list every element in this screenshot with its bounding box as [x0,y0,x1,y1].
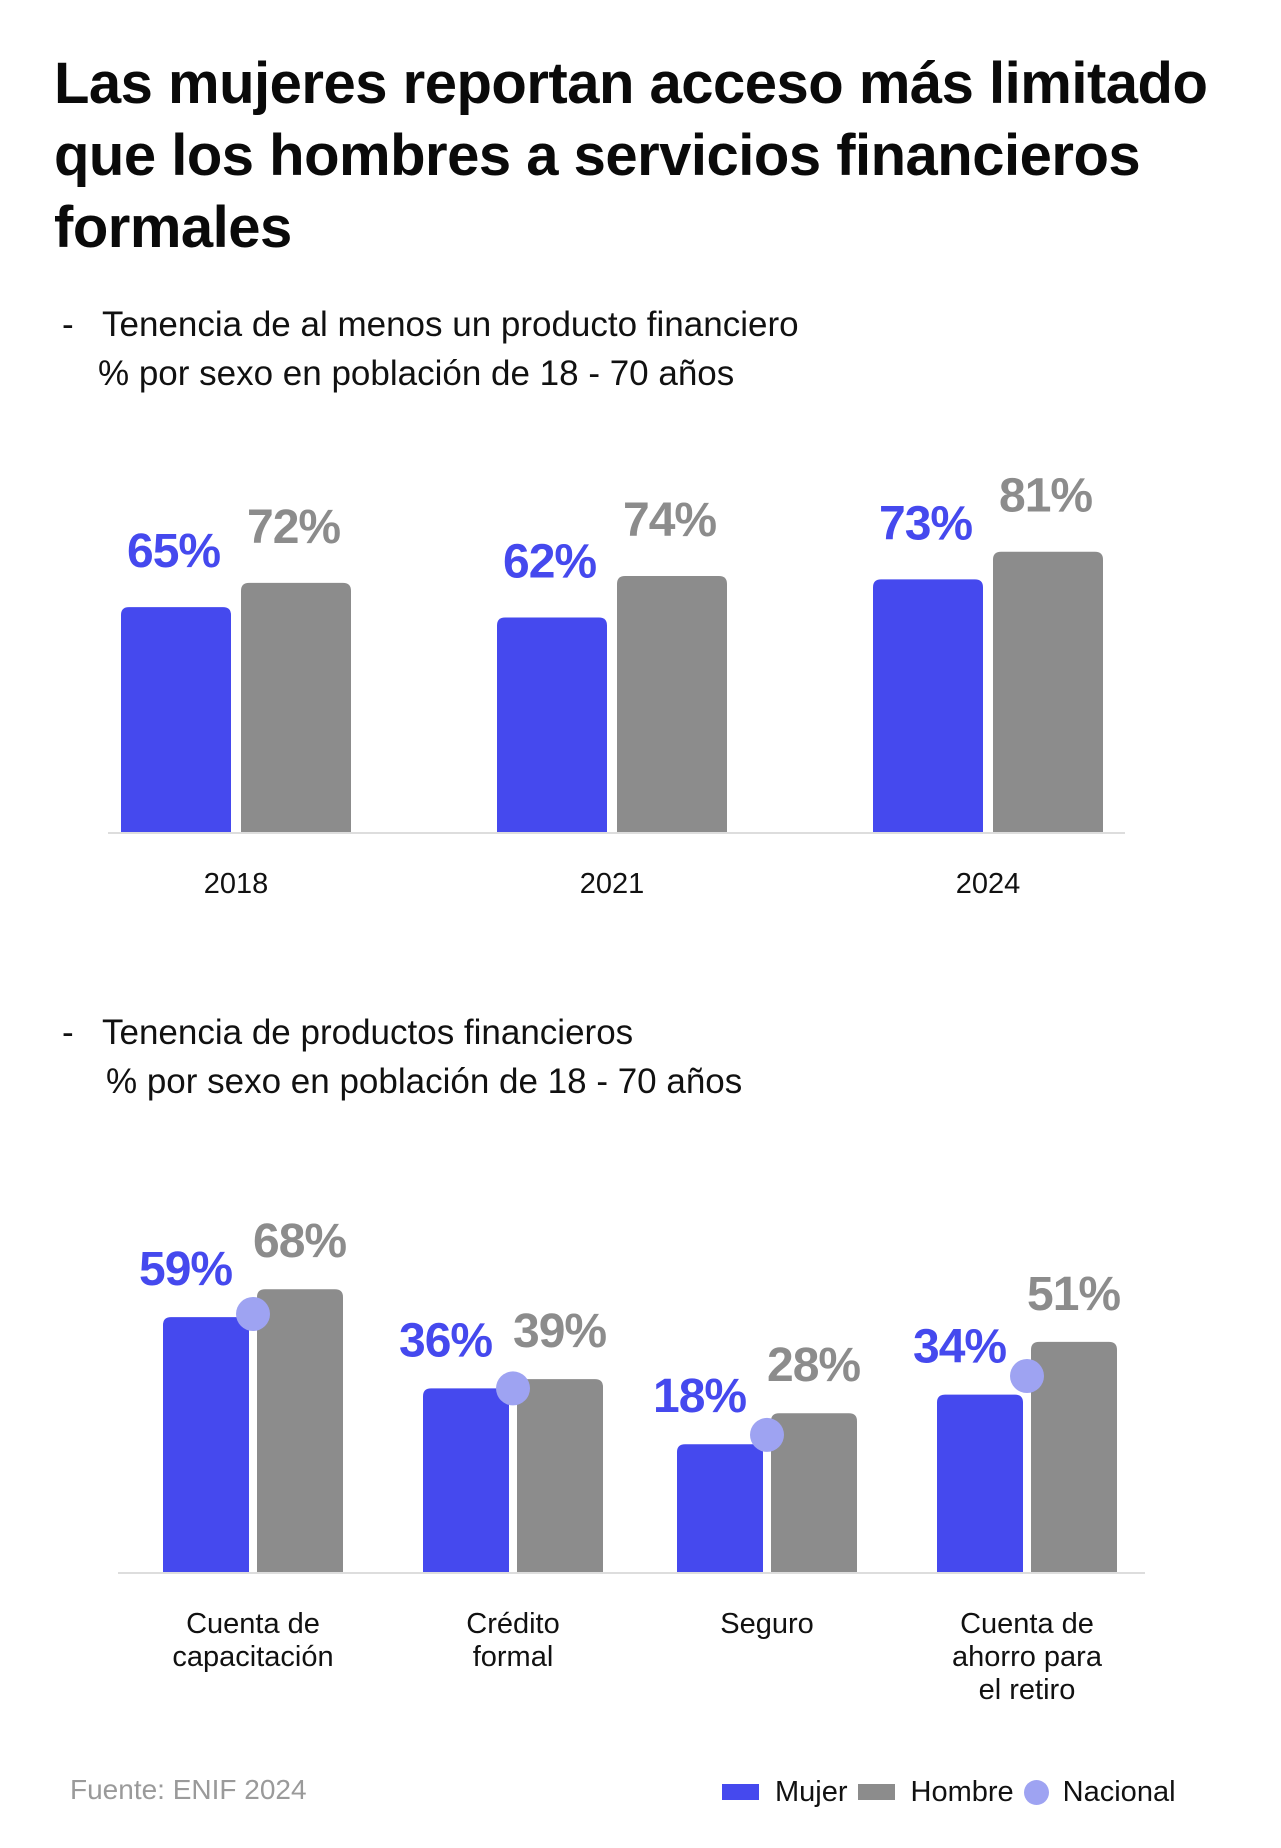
data-label-hombre: 72% [247,501,340,554]
bar-mujer-2 [677,1444,763,1572]
data-label-mujer: 62% [503,535,596,588]
x-tick-label-line: capacitación [172,1641,333,1673]
bar-mujer-2018 [121,607,231,832]
bar-hombre-2021 [617,575,727,832]
bar-mujer-3 [937,1394,1023,1572]
chart2-units: % por sexo en población de 18 - 70 años [106,1062,743,1101]
data-label-hombre: 51% [1027,1268,1120,1321]
bar-hombre-2 [771,1413,857,1572]
x-tick-label-line: Crédito [466,1608,560,1640]
x-tick-label-line: el retiro [979,1674,1076,1706]
data-label-hombre: 68% [253,1215,346,1268]
x-tick-label: Crédito formal [466,1608,560,1673]
chart1-svg: 65% 72% 2018 62% 74% 2021 73% 81% 2024 [108,470,1125,900]
legend-swatch-mujer [722,1784,759,1800]
bullet-dash: - [62,305,74,344]
nacional-dot [496,1371,530,1406]
x-tick-label-line: Cuenta de [186,1608,320,1640]
chart1-units: % por sexo en población de 18 - 70 años [98,354,735,393]
legend-label: Hombre [910,1775,1014,1808]
legend-label: Nacional [1062,1775,1176,1808]
data-label-hombre: 39% [513,1305,606,1358]
chart2-subtitle: - Tenencia de productos financieros % por… [62,1008,742,1106]
x-tick-label: Cuenta de capacitación [172,1608,333,1673]
x-tick-label-line: formal [473,1641,554,1673]
x-tick-label-line: Cuenta de [960,1608,1094,1640]
title-line: que los hombres a servicios financieros [54,123,1141,188]
x-tick-label-line: ahorro para [952,1641,1103,1673]
legend-swatch-hombre [857,1784,895,1800]
x-tick-label: 2018 [204,868,269,900]
x-tick-label: 2024 [956,868,1021,900]
nacional-dot [236,1297,270,1331]
x-tick-label-line: Seguro [720,1608,814,1640]
bar-hombre-0 [257,1289,343,1572]
bullet-dash: - [62,1013,74,1052]
data-label-mujer: 18% [653,1370,746,1423]
data-label-mujer: 65% [127,525,220,578]
bar-mujer-2024 [873,579,983,832]
data-label-mujer: 59% [139,1243,232,1296]
source-note: Fuente: ENIF 2024 [70,1774,307,1805]
bar-mujer-1 [423,1388,509,1572]
chart-title: Las mujeres reportan acceso más limitado… [54,48,1254,264]
title-line: formales [54,195,292,260]
x-tick-label: Seguro [720,1608,814,1640]
data-label-hombre: 81% [999,470,1092,523]
legend-item-hombre: Hombre [857,1775,1014,1809]
legend-swatch-nacional [1023,1779,1049,1805]
data-label-hombre: 74% [623,494,716,547]
bar-mujer-0 [163,1317,249,1572]
chart1-subtitle: - Tenencia de al menos un producto financ… [62,300,799,398]
legend: Mujer Hombre Nacional [722,1774,1186,1810]
bar-hombre-2024 [993,551,1103,832]
data-label-hombre: 28% [767,1339,860,1392]
legend-item-nacional: Nacional [1023,1775,1176,1809]
bar-mujer-2021 [497,617,607,832]
bar-hombre-3 [1031,1341,1117,1572]
data-label-mujer: 36% [399,1314,492,1367]
chart2-heading: Tenencia de productos financieros [102,1013,634,1052]
chart1-heading: Tenencia de al menos un producto financi… [102,305,799,344]
title-line: Las mujeres reportan acceso más limitado [54,51,1208,116]
x-tick-label: 2021 [580,868,645,900]
data-label-mujer: 34% [913,1321,1006,1374]
legend-item-mujer: Mujer [722,1776,848,1809]
bar-hombre-2018 [241,582,351,832]
legend-label: Mujer [775,1775,848,1808]
nacional-dot [750,1417,784,1452]
x-tick-label: Cuenta de ahorro para el retiro [952,1608,1103,1706]
nacional-dot [1010,1359,1044,1393]
data-label-mujer: 73% [879,497,972,550]
bar-hombre-1 [517,1379,603,1572]
